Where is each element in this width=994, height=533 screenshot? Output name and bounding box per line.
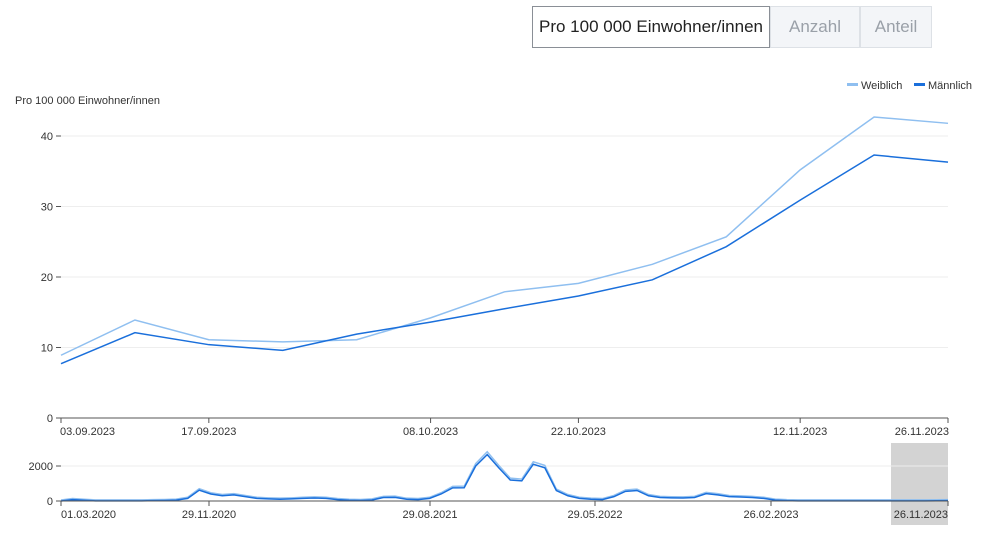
share-button[interactable]: Anteil <box>860 6 932 48</box>
navigator-x-tick-label: 29.05.2022 <box>567 509 622 521</box>
y-tick-label: 0 <box>47 413 53 425</box>
legend: Weiblich Männlich <box>847 80 972 92</box>
x-tick-label: 08.10.2023 <box>403 426 458 438</box>
navigator-line-maennlich <box>60 453 949 502</box>
series-line-weiblich[interactable] <box>60 116 949 356</box>
y-tick-label: 20 <box>41 272 53 284</box>
count-button[interactable]: Anzahl <box>770 6 860 48</box>
x-tick-label: 12.11.2023 <box>773 426 827 438</box>
y-axis-label: Pro 100 000 Einwohner/innen <box>15 95 160 107</box>
y-tick-label: 30 <box>41 202 53 214</box>
legend-swatch-weiblich <box>847 83 858 86</box>
legend-swatch-maennlich <box>914 83 925 86</box>
series-line-maennlich[interactable] <box>60 154 949 365</box>
x-tick-label: 22.10.2023 <box>551 426 606 438</box>
y-tick-label: 40 <box>41 131 53 143</box>
navigator-y-tick-label: 2000 <box>29 461 53 473</box>
x-tick-label: 03.09.2023 <box>60 426 115 438</box>
per-100000-button[interactable]: Pro 100 000 Einwohner/innen <box>532 6 770 48</box>
legend-weiblich[interactable]: Weiblich <box>861 80 902 92</box>
y-tick-label: 10 <box>41 343 53 355</box>
navigator-x-tick-label: 26.11.2023 <box>894 509 948 521</box>
navigator-y-tick-label: 0 <box>47 496 53 508</box>
navigator-x-tick-label: 29.11.2020 <box>182 509 236 521</box>
x-tick-label: 17.09.2023 <box>181 426 236 438</box>
legend-maennlich[interactable]: Männlich <box>928 80 972 92</box>
navigator-line-weiblich <box>60 450 949 501</box>
unit-toggle: Pro 100 000 Einwohner/innen Anzahl Antei… <box>532 6 932 48</box>
navigator-x-tick-label: 01.03.2020 <box>61 509 116 521</box>
x-tick-label: 26.11.2023 <box>895 426 949 438</box>
navigator-x-tick-label: 29.08.2021 <box>402 509 457 521</box>
navigator-selection[interactable] <box>891 443 948 525</box>
navigator-x-tick-label: 26.02.2023 <box>743 509 798 521</box>
